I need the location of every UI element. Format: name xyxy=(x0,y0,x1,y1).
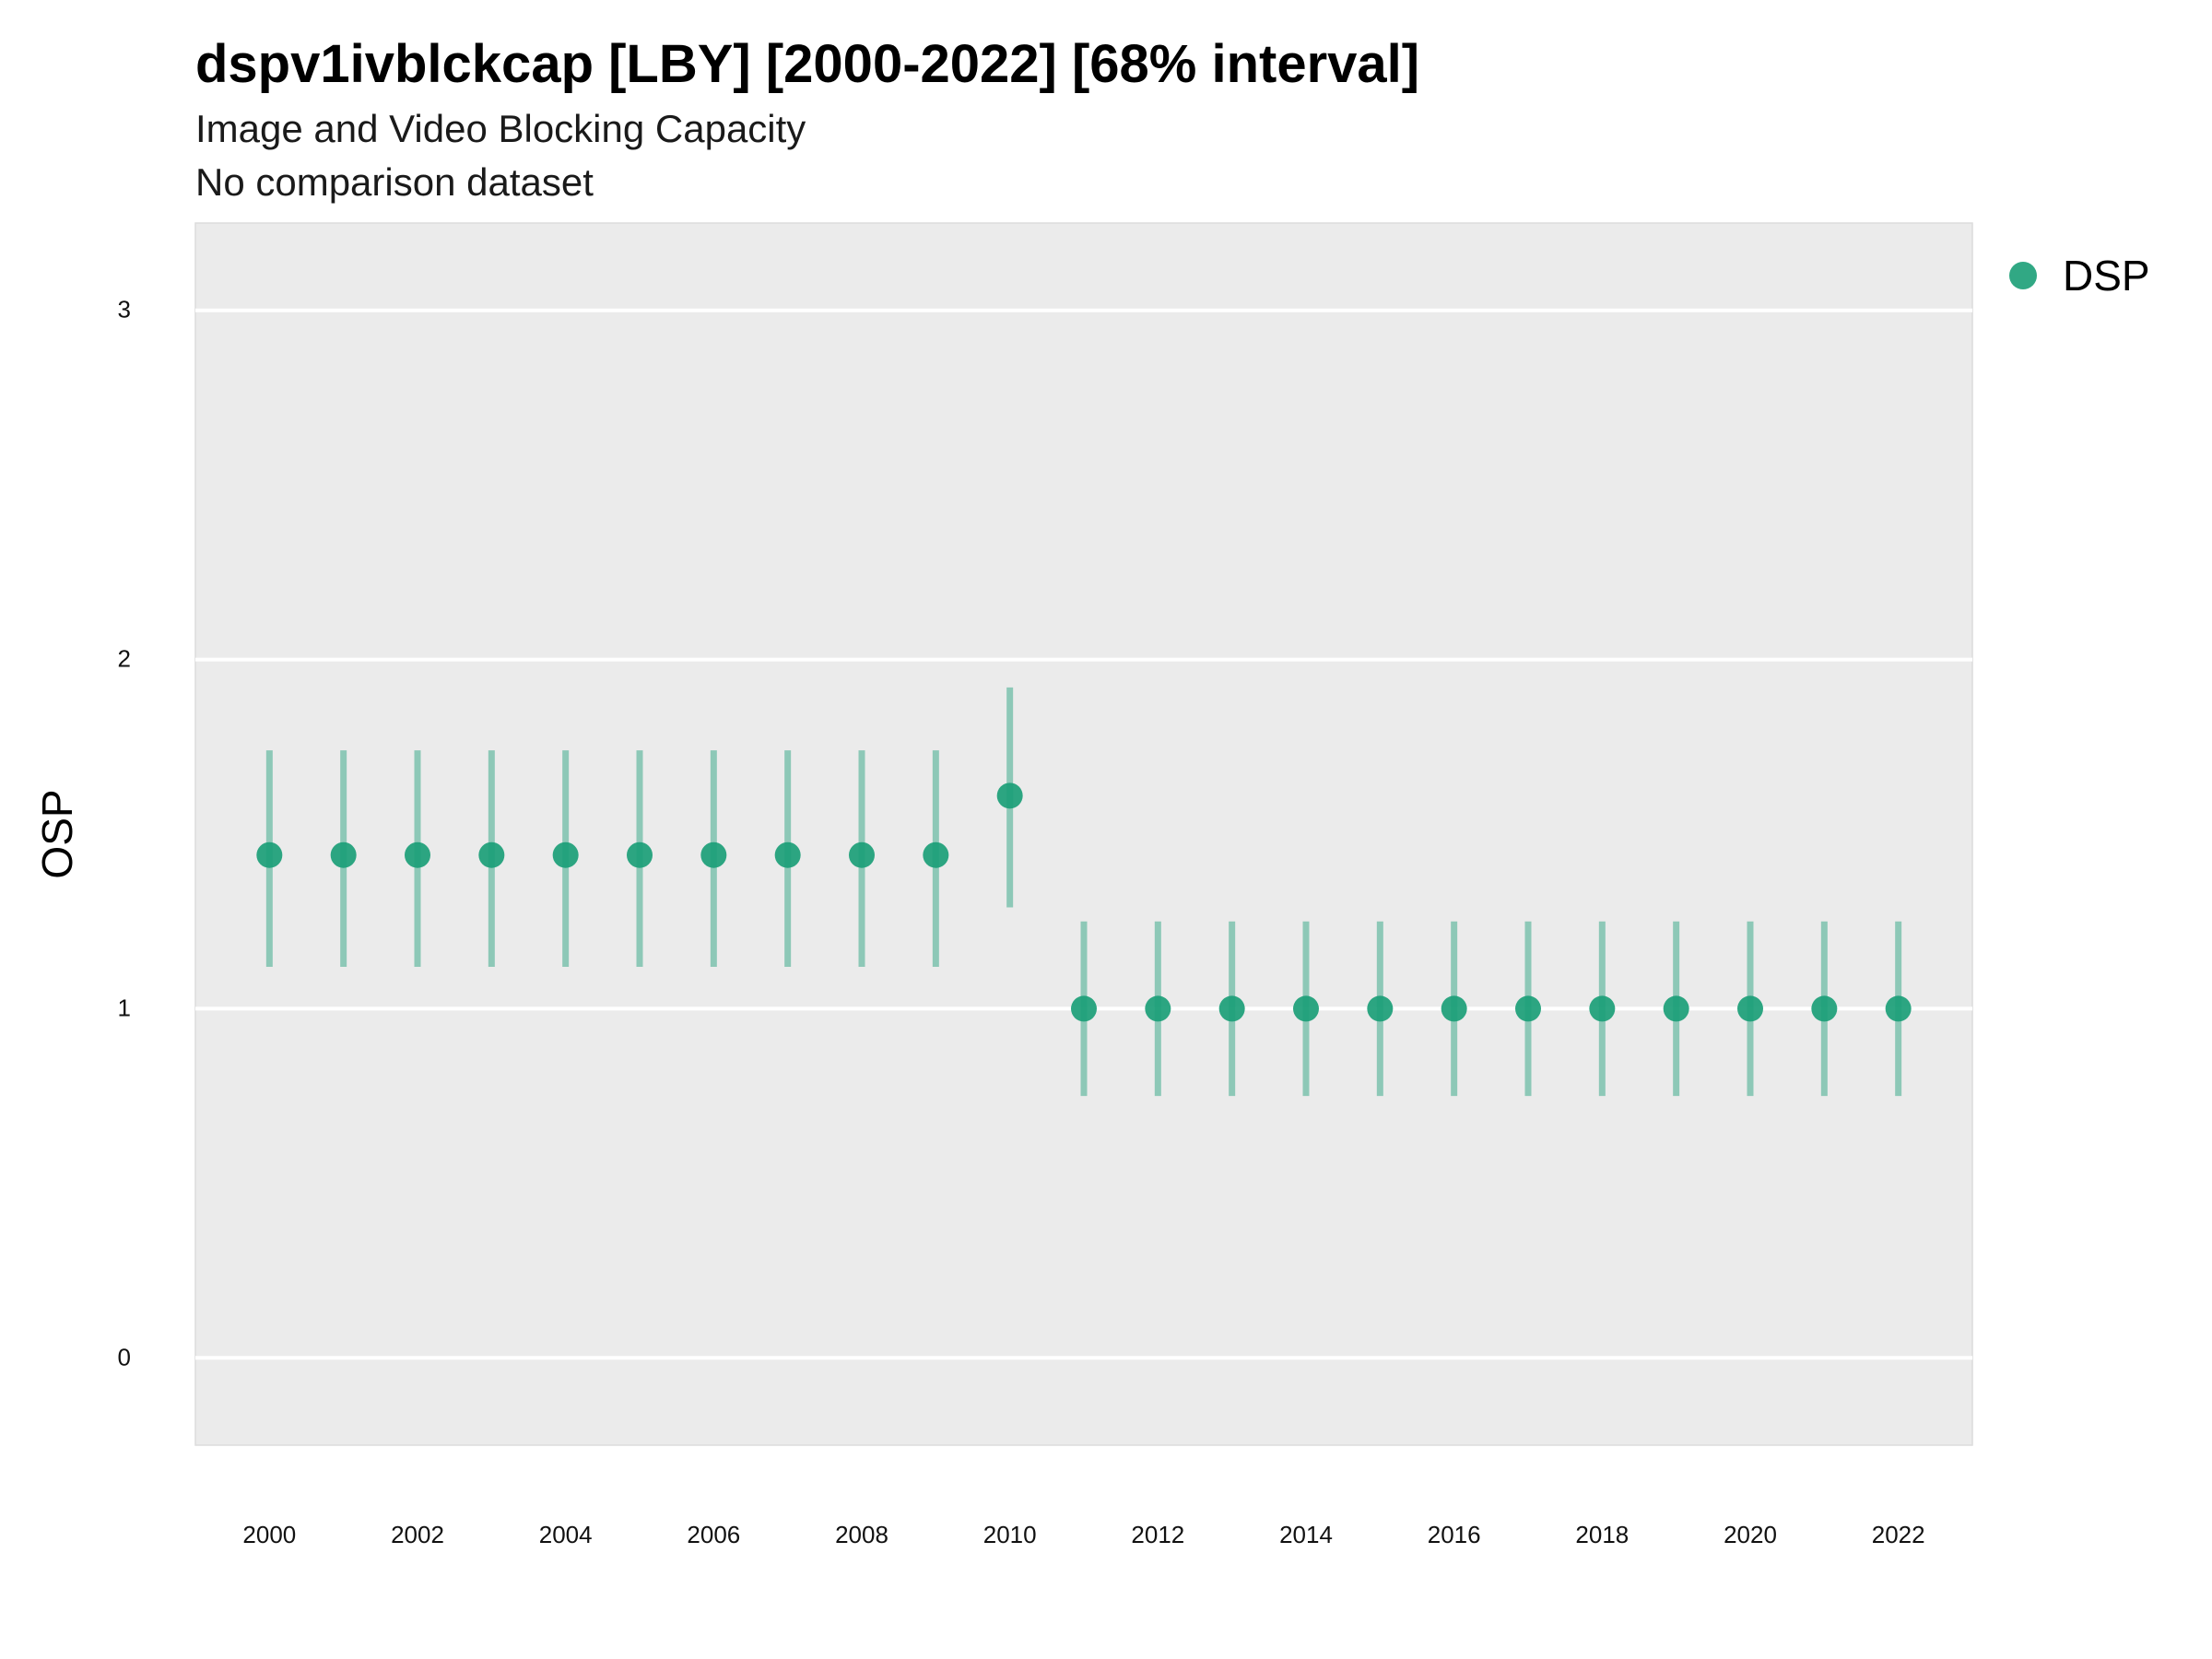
chart-subtitle: Image and Video Blocking Capacity xyxy=(195,107,806,150)
data-point-2013 xyxy=(1218,995,1245,1022)
data-point-2003 xyxy=(478,841,505,868)
chart-caption: No comparison dataset xyxy=(195,160,594,204)
x-tick-label-2006: 2006 xyxy=(687,1521,740,1548)
data-point-2002 xyxy=(405,841,430,868)
data-point-2009 xyxy=(923,841,949,868)
data-point-2014 xyxy=(1293,995,1319,1022)
x-tick-label-2010: 2010 xyxy=(983,1521,1037,1548)
x-tick-label-2000: 2000 xyxy=(242,1521,296,1548)
data-point-2010 xyxy=(996,782,1023,809)
data-point-2021 xyxy=(1811,995,1838,1022)
legend-key-dsp xyxy=(2009,262,2037,289)
y-tick-label-1: 1 xyxy=(118,994,131,1021)
data-point-2004 xyxy=(552,841,579,868)
x-tick-label-2020: 2020 xyxy=(1724,1521,1777,1548)
data-point-2005 xyxy=(627,841,653,868)
data-point-2000 xyxy=(256,841,283,868)
x-tick-label-2022: 2022 xyxy=(1872,1521,1925,1548)
data-point-2008 xyxy=(849,841,875,868)
data-point-2015 xyxy=(1367,995,1394,1022)
data-point-2022 xyxy=(1885,995,1912,1022)
x-tick-label-2008: 2008 xyxy=(835,1521,888,1548)
x-tick-label-2004: 2004 xyxy=(539,1521,593,1548)
data-point-2017 xyxy=(1515,995,1541,1022)
x-tick-label-2014: 2014 xyxy=(1279,1521,1333,1548)
plot-panel xyxy=(194,222,1973,1446)
data-point-2007 xyxy=(774,841,801,868)
data-point-2012 xyxy=(1145,995,1171,1022)
chart-title: dspv1ivblckcap [LBY] [2000-2022] [68% in… xyxy=(195,34,1420,94)
x-tick-label-2002: 2002 xyxy=(391,1521,444,1548)
x-tick-label-2012: 2012 xyxy=(1131,1521,1184,1548)
x-tick-label-2018: 2018 xyxy=(1575,1521,1629,1548)
y-tick-label-3: 3 xyxy=(118,296,131,324)
data-point-2011 xyxy=(1071,995,1097,1022)
data-point-2006 xyxy=(700,841,727,868)
data-point-2019 xyxy=(1663,995,1689,1022)
legend-label-dsp: DSP xyxy=(2063,252,2150,300)
y-axis-label: OSP xyxy=(33,789,81,878)
legend: DSP xyxy=(2009,251,2150,300)
data-point-2016 xyxy=(1441,995,1467,1022)
data-point-2001 xyxy=(330,841,357,868)
y-tick-label-0: 0 xyxy=(118,1343,131,1371)
x-tick-label-2016: 2016 xyxy=(1428,1521,1481,1548)
y-tick-label-2: 2 xyxy=(118,645,131,673)
data-point-2018 xyxy=(1589,995,1616,1022)
data-point-2020 xyxy=(1737,995,1763,1022)
